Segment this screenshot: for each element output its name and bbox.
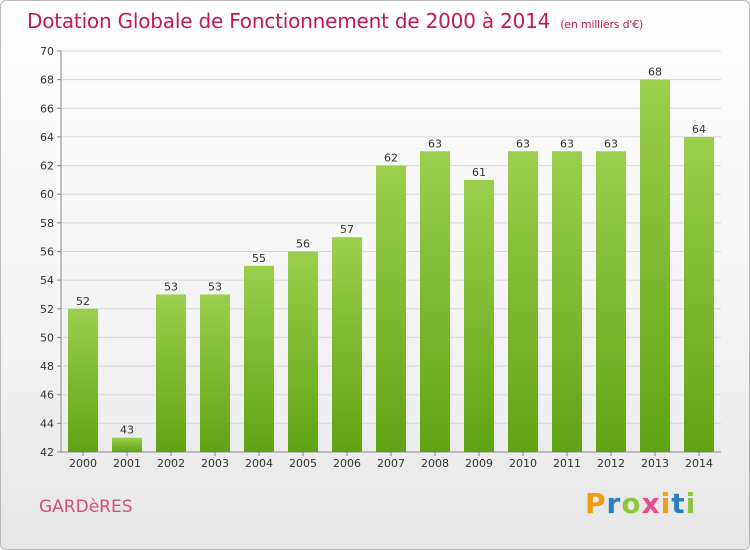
- x-tick-label: 2001: [113, 457, 141, 470]
- data-label: 52: [76, 295, 90, 308]
- bar: [420, 151, 450, 452]
- x-tick-label: 2009: [465, 457, 493, 470]
- data-label: 63: [516, 137, 530, 150]
- y-tick-label: 58: [40, 217, 54, 230]
- data-label: 55: [252, 252, 266, 265]
- bar: [640, 79, 670, 453]
- y-tick-label: 68: [40, 74, 54, 87]
- bar: [332, 237, 362, 452]
- data-label: 64: [692, 123, 706, 136]
- y-tick-label: 64: [40, 131, 54, 144]
- x-tick-label: 2004: [245, 457, 273, 470]
- brand-letter: o: [621, 487, 642, 520]
- commune-name: GARDèRES: [39, 497, 133, 517]
- bar: [68, 308, 98, 452]
- proxiti-logo[interactable]: Proxiti: [585, 487, 696, 520]
- data-label: 56: [296, 238, 310, 251]
- bar: [552, 151, 582, 452]
- data-label: 62: [384, 152, 398, 165]
- data-label: 63: [560, 137, 574, 150]
- x-tick-label: 2003: [201, 457, 229, 470]
- x-tick-label: 2002: [157, 457, 185, 470]
- y-tick-label: 42: [40, 446, 54, 459]
- y-tick-label: 48: [40, 360, 54, 373]
- y-tick-label: 54: [40, 274, 54, 287]
- y-tick-label: 50: [40, 331, 54, 344]
- data-label: 63: [604, 137, 618, 150]
- y-tick-label: 44: [40, 417, 54, 430]
- data-label: 68: [648, 66, 662, 79]
- chart-subtitle: (en milliers d'€): [560, 18, 644, 31]
- bar: [596, 151, 626, 452]
- x-tick-label: 2007: [377, 457, 405, 470]
- chart-title-text: Dotation Globale de Fonctionnement de 20…: [27, 9, 551, 33]
- bar: [200, 294, 230, 452]
- x-tick-label: 2013: [641, 457, 669, 470]
- data-label: 63: [428, 137, 442, 150]
- bar: [156, 294, 186, 452]
- y-tick-label: 70: [40, 45, 54, 58]
- data-label: 61: [472, 166, 486, 179]
- y-tick-label: 46: [40, 389, 54, 402]
- x-tick-label: 2008: [421, 457, 449, 470]
- y-tick-label: 66: [40, 102, 54, 115]
- y-tick-label: 56: [40, 246, 54, 259]
- bar: [464, 179, 494, 452]
- bar: [244, 265, 274, 452]
- bar: [684, 136, 714, 452]
- y-tick-label: 52: [40, 303, 54, 316]
- x-tick-label: 2005: [289, 457, 317, 470]
- brand-letter: t: [671, 487, 686, 520]
- chart-title: Dotation Globale de Fonctionnement de 20…: [27, 9, 643, 33]
- y-tick-label: 60: [40, 188, 54, 201]
- bar: [288, 251, 318, 452]
- x-tick-label: 2014: [685, 457, 713, 470]
- data-label: 53: [164, 280, 178, 293]
- bar: [376, 165, 406, 453]
- data-label: 43: [120, 424, 134, 437]
- y-tick-label: 62: [40, 160, 54, 173]
- x-tick-label: 2010: [509, 457, 537, 470]
- data-label: 57: [340, 223, 354, 236]
- data-label: 53: [208, 280, 222, 293]
- x-tick-label: 2006: [333, 457, 361, 470]
- brand-letter: i: [660, 487, 672, 520]
- bar: [508, 151, 538, 452]
- brand-letter: i: [685, 487, 697, 520]
- x-tick-label: 2011: [553, 457, 581, 470]
- brand-letter: r: [606, 487, 622, 520]
- brand-letter: P: [585, 487, 607, 520]
- x-tick-label: 2012: [597, 457, 625, 470]
- bar: [112, 437, 142, 452]
- x-tick-label: 2000: [69, 457, 97, 470]
- brand-letter: x: [641, 487, 661, 520]
